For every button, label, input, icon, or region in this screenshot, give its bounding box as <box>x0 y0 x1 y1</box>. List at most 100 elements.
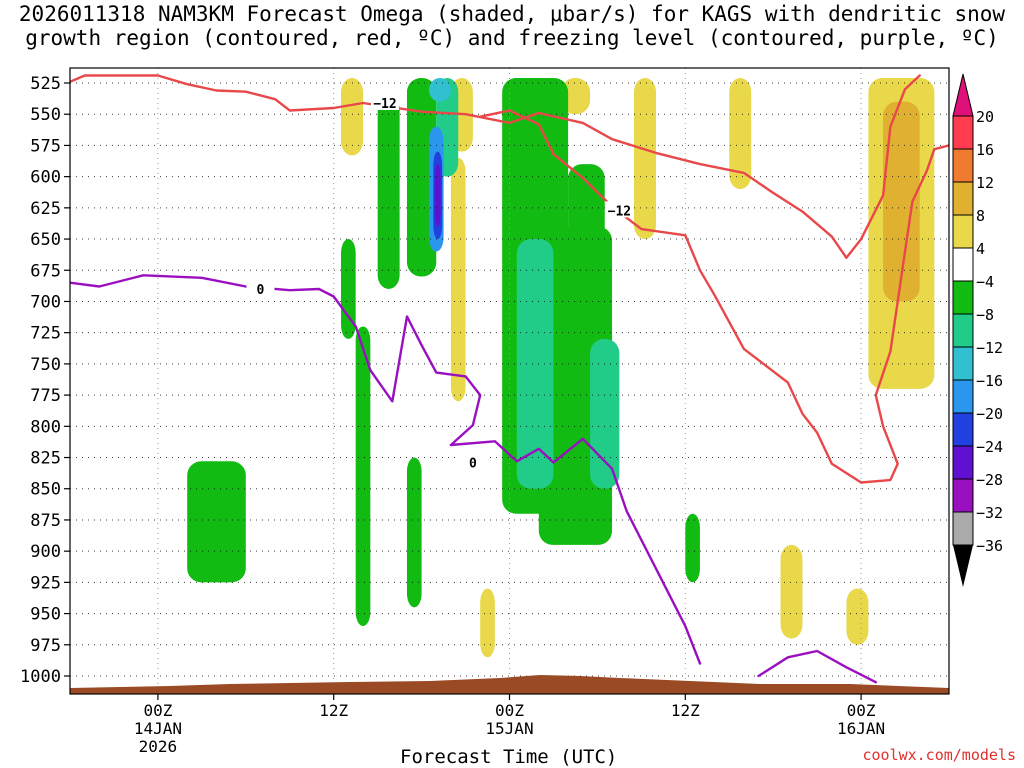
colorbar-label-12: −32 <box>976 504 1003 522</box>
colorbar-bottom-arrow <box>953 545 973 587</box>
chart-title: 2026011318 NAM3KM Forecast Omega (shaded… <box>0 2 1024 50</box>
contours: −12 −12 0 0 <box>70 74 949 684</box>
omega-region-15 <box>568 164 605 302</box>
contour-label-bg-3 <box>458 453 487 470</box>
colorbar-label-5: −4 <box>976 273 994 291</box>
y-tick-label-675: 675 <box>30 261 61 281</box>
omega-region-2 <box>560 78 591 115</box>
x-axis-label: Forecast Time (UTC) <box>400 746 618 768</box>
colorbar-swatch-6 <box>952 313 974 348</box>
omega-region-24 <box>428 78 451 102</box>
y-tick-label-550: 550 <box>30 105 61 125</box>
omega-region-0 <box>341 78 363 156</box>
colorbar-label-4: 4 <box>976 240 985 258</box>
contour-label-3: 0 <box>469 457 477 472</box>
x-tick-year-0: 2026 <box>139 737 178 756</box>
contour-label-1: −12 <box>608 204 631 219</box>
colorbar: 20 16 12 8 4 −4 −8 −12 −16 −20 −24 −28 −32 −36 <box>952 73 1003 587</box>
x-tick-label-12: 12Z <box>319 701 348 720</box>
colorbar-label-13: −36 <box>976 537 1003 555</box>
contour-label-2: 0 <box>257 283 265 298</box>
omega-region-16 <box>341 239 356 339</box>
omega-region-9 <box>450 157 466 402</box>
colorbar-label-7: −12 <box>976 339 1003 357</box>
contour-line-3 <box>479 109 949 484</box>
x-tick-label-36: 12Z <box>671 701 700 720</box>
colorbar-swatch-3 <box>952 214 974 249</box>
x-tick-date-24: 15JAN <box>485 719 533 738</box>
omega-region-10 <box>480 588 495 658</box>
x-tick-date-0: 14JAN <box>134 719 182 738</box>
x-tick-label-0: 00Z <box>143 701 172 720</box>
y-tick-label-525: 525 <box>30 74 61 94</box>
y-tick-label-875: 875 <box>30 511 61 531</box>
x-tick-label-48: 00Z <box>847 701 876 720</box>
colorbar-label-1: 16 <box>976 141 994 159</box>
omega-region-3 <box>634 78 656 240</box>
y-tick-label-850: 850 <box>30 480 61 500</box>
colorbar-label-9: −20 <box>976 405 1003 423</box>
omega-region-20 <box>685 513 700 583</box>
colorbar-swatch-4 <box>952 247 974 282</box>
colorbar-top-arrow <box>952 73 974 117</box>
contour-line-2 <box>70 74 921 259</box>
omega-region-6 <box>883 101 920 302</box>
y-tick-label-800: 800 <box>30 417 61 437</box>
omega-region-17 <box>355 326 371 627</box>
y-tick-label-725: 725 <box>30 324 61 344</box>
y-tick-label-600: 600 <box>30 168 61 188</box>
colorbar-swatch-2 <box>952 181 974 216</box>
colorbar-swatch-0 <box>952 115 974 150</box>
y-tick-label-975: 975 <box>30 636 61 656</box>
omega-region-19 <box>187 461 246 583</box>
y-tick-label-950: 950 <box>30 605 61 625</box>
colorbar-swatch-1 <box>952 148 974 183</box>
gridlines <box>70 68 949 694</box>
y-tick-label-1000: 1000 <box>20 667 61 687</box>
omega-region-4 <box>729 78 752 190</box>
credit-link[interactable]: coolwx.com/models <box>862 746 1016 764</box>
y-tick-label-750: 750 <box>30 355 61 375</box>
y-tick-label-650: 650 <box>30 230 61 250</box>
colorbar-swatch-8 <box>952 379 974 414</box>
x-tick-date-48: 16JAN <box>837 719 885 738</box>
colorbar-swatch-5 <box>952 280 974 315</box>
y-tick-label-625: 625 <box>30 199 61 219</box>
omega-region-18 <box>406 457 422 608</box>
colorbar-label-3: 8 <box>976 207 985 225</box>
colorbar-label-11: −28 <box>976 471 1003 489</box>
colorbar-swatch-12 <box>952 511 974 546</box>
colorbar-label-0: 20 <box>976 108 994 126</box>
colorbar-label-2: 12 <box>976 174 994 192</box>
omega-region-7 <box>846 588 869 645</box>
contour-line-1 <box>757 649 877 684</box>
y-tick-label-925: 925 <box>30 573 61 593</box>
y-tick-label-775: 775 <box>30 386 61 406</box>
title-line-2: growth region (contoured, red, ºC) and f… <box>25 26 999 50</box>
y-tick-label-575: 575 <box>30 136 61 156</box>
colorbar-swatch-9 <box>952 412 974 447</box>
y-tick-label-825: 825 <box>30 449 61 469</box>
colorbar-label-10: −24 <box>976 438 1003 456</box>
omega-region-27 <box>434 164 441 227</box>
colorbar-label-6: −8 <box>976 306 994 324</box>
contour-label-bg-0 <box>370 93 399 110</box>
omega-shading <box>187 78 935 658</box>
contour-label-bg-1 <box>605 201 634 218</box>
omega-region-11 <box>377 95 400 289</box>
x-tick-label-24: 00Z <box>495 701 524 720</box>
contour-label-0: −12 <box>373 97 396 112</box>
y-tick-label-700: 700 <box>30 292 61 312</box>
omega-region-8 <box>780 544 803 639</box>
colorbar-swatch-10 <box>952 445 974 480</box>
title-line-1: 2026011318 NAM3KM Forecast Omega (shaded… <box>18 2 1006 26</box>
colorbar-label-8: −16 <box>976 372 1003 390</box>
colorbar-swatch-7 <box>952 346 974 381</box>
axes: 525 550 575 600 625 650 675 700 725 750 775 800 825 8… <box>20 74 885 756</box>
omega-region-22 <box>590 338 620 489</box>
colorbar-swatch-11 <box>952 478 974 513</box>
contour-label-bg-2 <box>246 279 275 296</box>
terrain-ground <box>70 675 949 694</box>
y-tick-label-900: 900 <box>30 542 61 562</box>
